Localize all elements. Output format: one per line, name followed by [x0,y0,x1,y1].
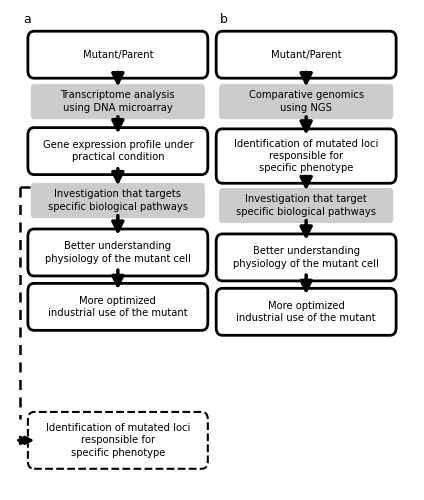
FancyBboxPatch shape [219,84,393,119]
Text: Better understanding
physiology of the mutant cell: Better understanding physiology of the m… [233,246,379,268]
Text: Mutant/Parent: Mutant/Parent [271,50,341,59]
Text: Mutant/Parent: Mutant/Parent [83,50,153,59]
FancyBboxPatch shape [216,234,396,281]
Text: More optimized
industrial use of the mutant: More optimized industrial use of the mut… [236,300,376,323]
Text: Investigation that target
specific biological pathways: Investigation that target specific biolo… [236,194,376,216]
Text: Transcriptome analysis
using DNA microarray: Transcriptome analysis using DNA microar… [61,90,175,113]
Text: Gene expression profile under
practical condition: Gene expression profile under practical … [42,140,193,162]
FancyBboxPatch shape [28,412,208,469]
Text: a: a [24,12,31,26]
FancyBboxPatch shape [31,84,205,119]
Text: Investigation that targets
specific biological pathways: Investigation that targets specific biol… [48,190,188,212]
FancyBboxPatch shape [216,288,396,336]
FancyBboxPatch shape [28,284,208,331]
Text: Identification of mutated loci
responsible for
specific phenotype: Identification of mutated loci responsib… [46,423,190,458]
FancyBboxPatch shape [219,188,393,223]
FancyBboxPatch shape [216,31,396,78]
Text: Comparative genomics
using NGS: Comparative genomics using NGS [248,90,364,113]
Text: Identification of mutated loci
responsible for
specific phenotype: Identification of mutated loci responsib… [234,138,378,173]
Text: Better understanding
physiology of the mutant cell: Better understanding physiology of the m… [45,242,191,264]
FancyBboxPatch shape [31,183,205,218]
FancyBboxPatch shape [28,128,208,174]
FancyBboxPatch shape [216,129,396,184]
Text: b: b [220,12,228,26]
FancyBboxPatch shape [28,31,208,78]
FancyBboxPatch shape [28,229,208,276]
Text: More optimized
industrial use of the mutant: More optimized industrial use of the mut… [48,296,188,318]
